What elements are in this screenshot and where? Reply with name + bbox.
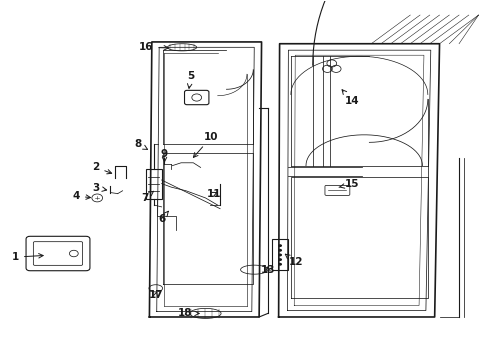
FancyBboxPatch shape xyxy=(272,239,287,270)
Circle shape xyxy=(278,249,282,252)
Text: 9: 9 xyxy=(161,149,168,162)
Text: 17: 17 xyxy=(148,291,163,301)
Circle shape xyxy=(278,244,282,247)
FancyBboxPatch shape xyxy=(26,236,90,271)
Text: 4: 4 xyxy=(72,191,90,201)
Text: 6: 6 xyxy=(158,211,168,224)
Text: 16: 16 xyxy=(139,42,168,52)
Text: 3: 3 xyxy=(92,183,106,193)
Text: 7: 7 xyxy=(141,191,153,203)
FancyBboxPatch shape xyxy=(325,185,349,195)
Polygon shape xyxy=(240,265,267,274)
FancyBboxPatch shape xyxy=(184,90,208,105)
FancyBboxPatch shape xyxy=(146,169,161,199)
Text: 15: 15 xyxy=(338,179,358,189)
Text: 1: 1 xyxy=(12,252,43,262)
Circle shape xyxy=(278,263,282,266)
Text: 5: 5 xyxy=(187,71,194,88)
FancyBboxPatch shape xyxy=(33,242,82,265)
Circle shape xyxy=(278,258,282,261)
Polygon shape xyxy=(189,309,221,319)
Polygon shape xyxy=(167,44,196,51)
Text: 13: 13 xyxy=(260,265,275,275)
Circle shape xyxy=(278,253,282,256)
Text: 12: 12 xyxy=(285,254,303,267)
Text: 8: 8 xyxy=(134,139,147,149)
Text: 2: 2 xyxy=(92,162,111,174)
Text: 10: 10 xyxy=(193,132,218,157)
Polygon shape xyxy=(149,285,162,292)
Text: 11: 11 xyxy=(206,189,221,199)
Text: 14: 14 xyxy=(342,90,358,106)
Text: 18: 18 xyxy=(178,309,199,318)
